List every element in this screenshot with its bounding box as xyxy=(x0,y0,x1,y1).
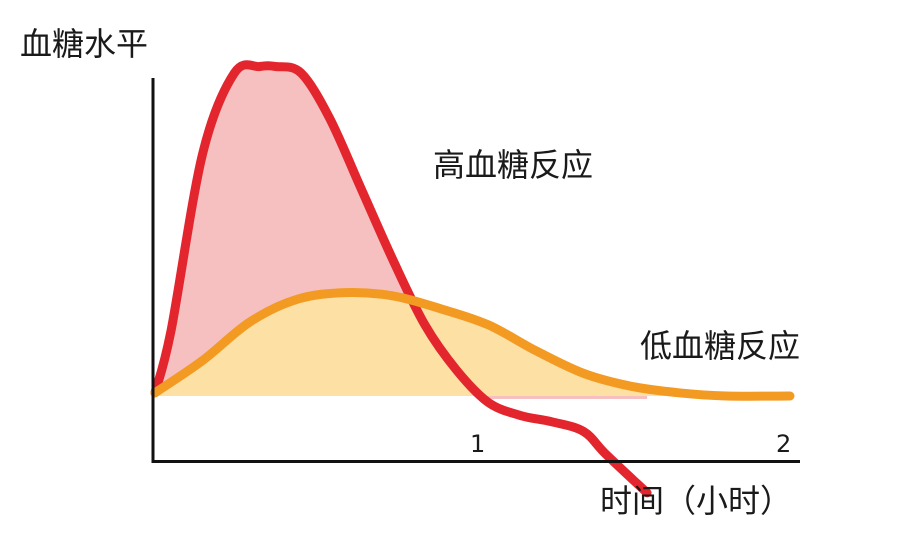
series-line-0 xyxy=(150,60,652,498)
x-tick-label-1: 1 xyxy=(470,430,485,458)
series-area-1 xyxy=(155,292,790,397)
y-axis-label: 血糖水平 xyxy=(20,25,148,63)
series-label-high: 高血糖反应 xyxy=(433,146,593,184)
series-line-1 xyxy=(150,287,795,401)
x-tick-label-2: 2 xyxy=(776,430,791,458)
x-axis-label: 时间（小时） xyxy=(600,482,792,520)
series-label-low: 低血糖反应 xyxy=(640,327,800,365)
